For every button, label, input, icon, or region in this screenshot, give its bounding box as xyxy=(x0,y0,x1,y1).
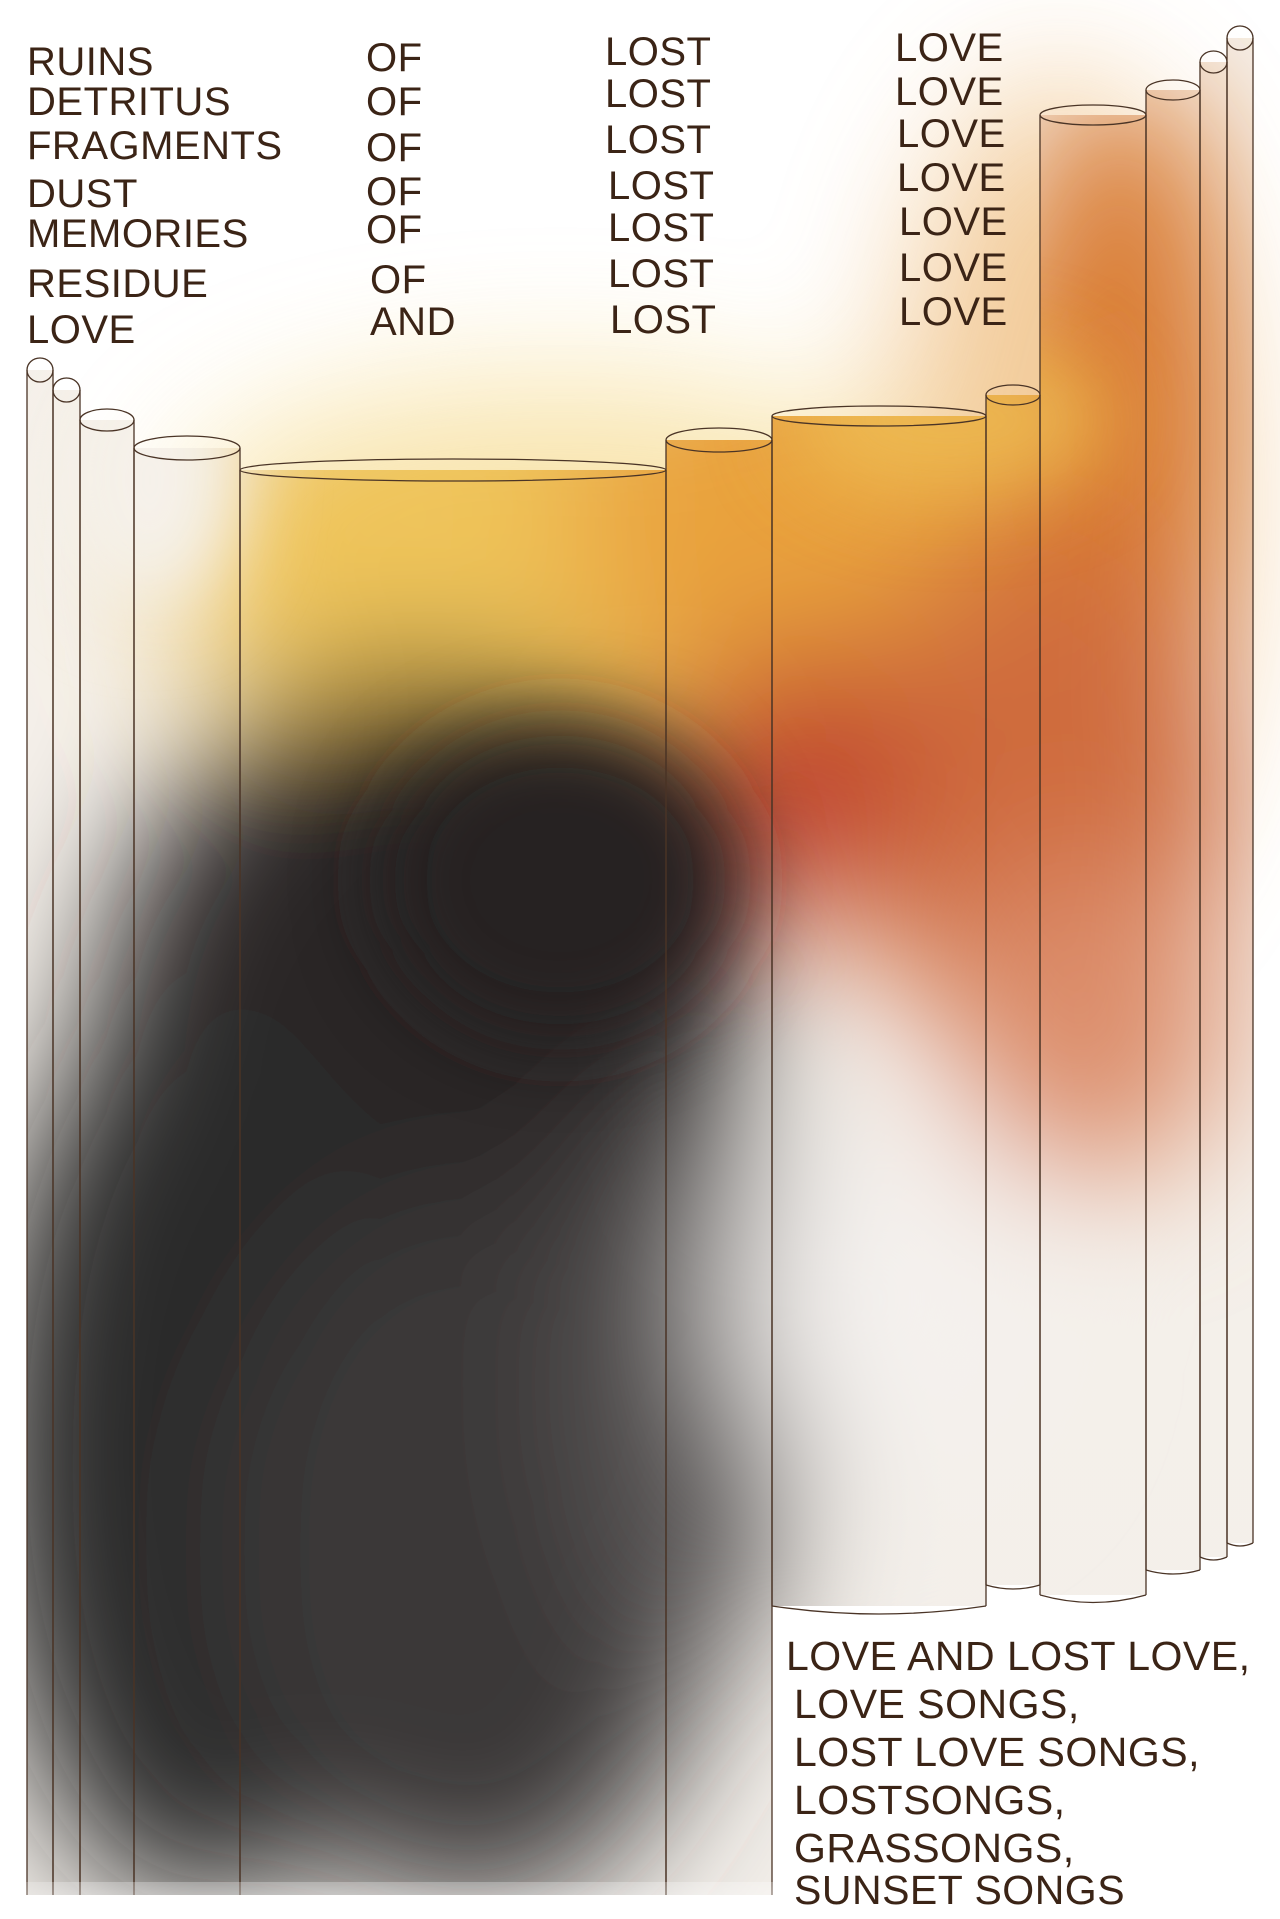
col3-word: LOST xyxy=(608,164,715,208)
col1-word: FRAGMENTS xyxy=(27,124,283,168)
col2-word: OF xyxy=(366,208,423,252)
col1-word: RESIDUE xyxy=(27,262,209,306)
col1-word: LOVE xyxy=(27,308,136,352)
col3-word: LOST xyxy=(605,118,712,162)
col3-word: LOST xyxy=(608,206,715,250)
col4-word: LOVE xyxy=(899,246,1008,290)
col3-word: LOST xyxy=(605,72,712,116)
bottom-line: SUNSET SONGS xyxy=(794,1867,1126,1913)
col1-word: DUST xyxy=(27,172,138,216)
col4-word: LOVE xyxy=(895,70,1004,114)
col4-word: LOVE xyxy=(897,112,1006,156)
col3-word: LOST xyxy=(608,252,715,296)
col1-word: MEMORIES xyxy=(27,212,249,256)
bottom-line: LOST LOVE SONGS, xyxy=(794,1729,1200,1775)
col2-word: OF xyxy=(366,36,423,80)
col2-word: OF xyxy=(370,258,427,302)
col1-word: RUINS xyxy=(27,40,154,84)
col2-word: OF xyxy=(366,80,423,124)
col4-word: LOVE xyxy=(897,156,1006,200)
col1-word: DETRITUS xyxy=(27,80,231,124)
bottom-line: LOVE SONGS, xyxy=(794,1681,1080,1727)
col2-word: OF xyxy=(366,126,423,170)
bottom-line: LOVE AND LOST LOVE, xyxy=(786,1633,1251,1679)
bottom-line: GRASSONGS, xyxy=(794,1825,1075,1871)
col2-word: AND xyxy=(370,300,456,344)
col2-word: OF xyxy=(366,170,423,214)
col4-word: LOVE xyxy=(899,290,1008,334)
col4-word: LOVE xyxy=(895,26,1004,70)
col3-word: LOST xyxy=(605,30,712,74)
bottom-line: LOSTSONGS, xyxy=(794,1777,1066,1823)
col4-word: LOVE xyxy=(899,200,1008,244)
col3-word: LOST xyxy=(610,298,717,342)
